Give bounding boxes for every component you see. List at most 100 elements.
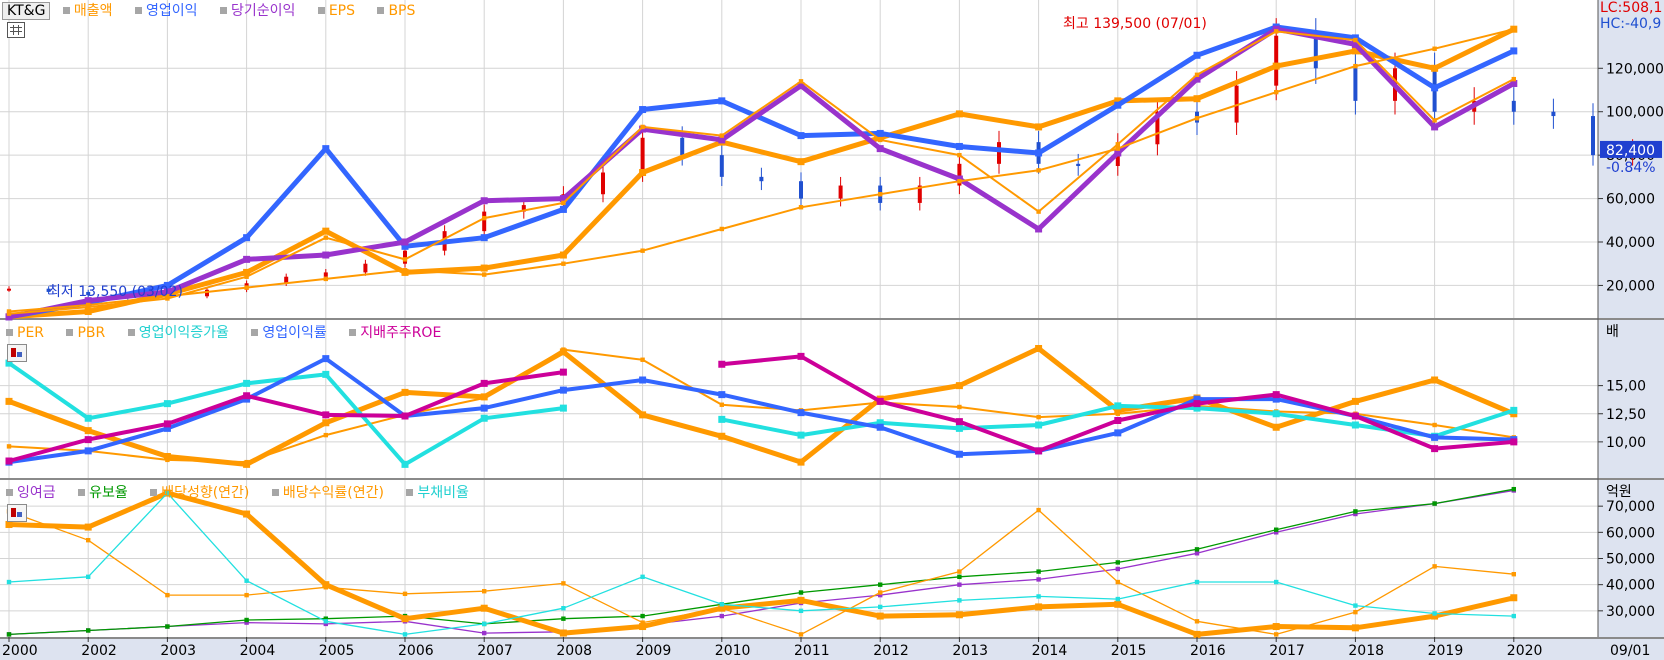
chart-type-icon[interactable]	[7, 344, 27, 362]
data-point-op_growth	[84, 414, 92, 422]
x-tick-label: 2013	[952, 643, 988, 659]
x-tick-label: 2008	[556, 643, 592, 659]
data-point-op_margin	[1272, 395, 1280, 403]
y-tick-label: 12,50	[1606, 407, 1646, 423]
data-point-surplus	[957, 582, 962, 587]
series-line-op_income	[8, 24, 1515, 320]
data-point-roe	[322, 411, 330, 419]
legend-reserve[interactable]: 유보율	[89, 485, 128, 501]
x-tick-label: 2003	[160, 643, 196, 659]
price-candle	[997, 142, 1001, 164]
legend-net-income[interactable]: 당기순이익	[230, 3, 296, 19]
legend-eps[interactable]: EPS	[328, 3, 355, 19]
data-point-surplus	[1353, 511, 1358, 517]
data-point-net_income	[243, 255, 251, 263]
data-point-eps	[640, 124, 645, 130]
table-icon[interactable]	[7, 22, 25, 38]
data-point-debt	[1274, 579, 1279, 585]
legend-yield[interactable]: 배당수익률(연간)	[282, 485, 384, 501]
legend-debt[interactable]: 부채비율	[417, 485, 469, 501]
price-candle	[1274, 35, 1279, 86]
data-point-op_growth	[718, 415, 726, 423]
legend-bps[interactable]: BPS	[388, 3, 416, 19]
legend-op-growth[interactable]: 영업이익증가율	[138, 325, 229, 341]
data-point-bps	[957, 179, 962, 184]
data-point-bps	[561, 261, 566, 266]
data-point-debt	[719, 602, 724, 607]
data-point-eps	[1115, 142, 1120, 147]
data-point-pbr	[1432, 422, 1437, 428]
price-candle	[86, 291, 91, 296]
data-point-op_income	[1193, 51, 1201, 59]
data-point-sales	[1114, 97, 1122, 105]
ticker-label[interactable]: KT&G	[2, 2, 51, 20]
data-point-net_income	[1510, 79, 1518, 87]
data-point-op_growth	[955, 424, 963, 432]
data-point-yield	[1274, 632, 1279, 637]
series-line-sales	[8, 26, 1515, 320]
mid-legend: PER PBR 영업이익증가율 영업이익률 지배주주ROE	[0, 322, 453, 342]
x-tick-label: 2005	[319, 643, 355, 659]
data-point-eps	[1353, 37, 1358, 43]
data-point-roe	[1114, 417, 1122, 424]
data-point-surplus	[323, 621, 328, 627]
data-point-pbr	[165, 457, 170, 463]
price-candle	[284, 276, 289, 284]
y-tick-label: 60,000	[1606, 525, 1655, 541]
data-point-op_margin	[1193, 395, 1201, 403]
data-point-sales	[322, 227, 330, 235]
data-point-debt	[1115, 596, 1120, 602]
data-point-pbr	[6, 444, 12, 449]
data-point-op_growth	[1035, 421, 1043, 429]
data-point-surplus	[1194, 551, 1200, 556]
legend-op-margin[interactable]: 영업이익률	[262, 325, 327, 341]
legend-roe[interactable]: 지배주주ROE	[360, 325, 442, 341]
data-point-op_growth	[322, 370, 330, 378]
data-point-payout	[639, 623, 647, 631]
data-point-op_growth	[1351, 421, 1359, 429]
chart-type-icon[interactable]	[7, 504, 27, 522]
data-point-per	[401, 388, 409, 396]
data-point-surplus	[1115, 566, 1120, 572]
data-point-yield	[957, 569, 962, 574]
data-point-per	[559, 348, 567, 356]
data-point-yield	[1353, 609, 1358, 615]
data-point-roe	[1272, 391, 1280, 399]
data-point-op_margin	[1431, 433, 1439, 441]
data-point-op_income	[876, 129, 884, 137]
legend-op-income[interactable]: 영업이익	[145, 3, 198, 19]
legend-payout[interactable]: 배당성향(연간)	[161, 485, 250, 501]
x-tick-label: 2007	[477, 643, 513, 659]
x-tick-label: 2018	[1348, 643, 1384, 659]
legend-sales[interactable]: 매출액	[73, 3, 113, 19]
data-point-roe	[401, 412, 409, 420]
data-point-reserve	[561, 616, 566, 621]
y-tick-label: 15,00	[1606, 379, 1646, 395]
price-candle	[1591, 116, 1595, 156]
data-point-payout	[5, 520, 13, 528]
legend-per[interactable]: PER	[17, 325, 45, 341]
data-point-eps	[244, 274, 249, 279]
data-point-payout	[1431, 612, 1439, 620]
data-point-per	[322, 419, 330, 427]
data-point-surplus	[1036, 577, 1041, 582]
data-point-sales	[639, 169, 647, 177]
legend-surplus[interactable]: 잉여금	[17, 485, 56, 501]
data-point-payout	[1193, 630, 1201, 638]
data-point-bps	[323, 276, 328, 282]
data-point-sales	[955, 110, 963, 118]
price-candle	[482, 211, 487, 232]
x-tick-label: 2011	[794, 643, 830, 659]
price-candle	[917, 185, 922, 203]
legend-pbr[interactable]: PBR	[77, 325, 106, 341]
data-point-bps	[86, 302, 91, 308]
data-point-yield	[1511, 572, 1516, 577]
data-point-op_income	[163, 281, 171, 289]
price-candle	[640, 137, 645, 173]
x-tick-label: 2006	[398, 643, 434, 659]
data-point-debt	[640, 574, 645, 580]
series-line-per	[8, 346, 1515, 467]
data-point-sales	[559, 251, 567, 259]
current-change-label: -0.84%	[1606, 160, 1656, 176]
date-label: 09/01	[1610, 643, 1650, 659]
